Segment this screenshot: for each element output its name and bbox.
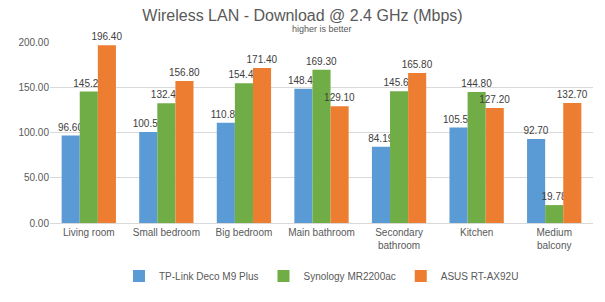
svg-text:156.80: 156.80 — [169, 67, 200, 78]
svg-text:50.00: 50.00 — [24, 172, 49, 183]
svg-text:154.40: 154.40 — [228, 69, 259, 80]
svg-text:Secondarybathroom: Secondarybathroom — [375, 227, 423, 251]
svg-text:Big bedroom: Big bedroom — [216, 227, 273, 238]
svg-text:84.19: 84.19 — [368, 133, 393, 144]
svg-text:127.20: 127.20 — [479, 94, 510, 105]
svg-text:Living room: Living room — [63, 227, 115, 238]
svg-text:96.60: 96.60 — [58, 122, 83, 133]
svg-text:higher is better: higher is better — [292, 24, 352, 34]
svg-text:Small bedroom: Small bedroom — [133, 227, 200, 238]
svg-text:165.80: 165.80 — [402, 59, 433, 70]
svg-text:100.50: 100.50 — [133, 118, 164, 129]
svg-text:TP-Link Deco M9 Plus: TP-Link Deco M9 Plus — [159, 271, 258, 282]
svg-text:Wireless LAN - Download @ 2.4: Wireless LAN - Download @ 2.4 GHz (Mbps) — [142, 7, 462, 24]
svg-text:110.80: 110.80 — [211, 109, 241, 120]
svg-text:105.50: 105.50 — [443, 114, 474, 125]
svg-text:200.00: 200.00 — [18, 37, 49, 48]
svg-text:129.10: 129.10 — [324, 92, 355, 103]
svg-text:19.78: 19.78 — [541, 191, 566, 202]
svg-text:171.40: 171.40 — [247, 54, 278, 65]
svg-text:144.80: 144.80 — [461, 78, 492, 89]
svg-text:148.40: 148.40 — [288, 75, 319, 86]
svg-text:ASUS RT-AX92U: ASUS RT-AX92U — [441, 271, 519, 282]
svg-text:196.40: 196.40 — [91, 31, 122, 42]
svg-text:0.00: 0.00 — [30, 218, 50, 229]
svg-text:132.40: 132.40 — [151, 89, 182, 100]
svg-text:Mediumbalcony: Mediumbalcony — [536, 227, 572, 251]
svg-text:Main bathroom: Main bathroom — [288, 227, 355, 238]
svg-text:169.30: 169.30 — [306, 56, 337, 67]
svg-text:Kitchen: Kitchen — [460, 227, 493, 238]
svg-text:100.00: 100.00 — [18, 127, 49, 138]
svg-text:92.70: 92.70 — [523, 125, 548, 136]
svg-text:132.70: 132.70 — [557, 89, 588, 100]
svg-text:145.20: 145.20 — [73, 78, 104, 89]
svg-text:150.00: 150.00 — [18, 82, 49, 93]
svg-text:145.60: 145.60 — [384, 77, 415, 88]
svg-text:Synology MR2200ac: Synology MR2200ac — [303, 271, 395, 282]
